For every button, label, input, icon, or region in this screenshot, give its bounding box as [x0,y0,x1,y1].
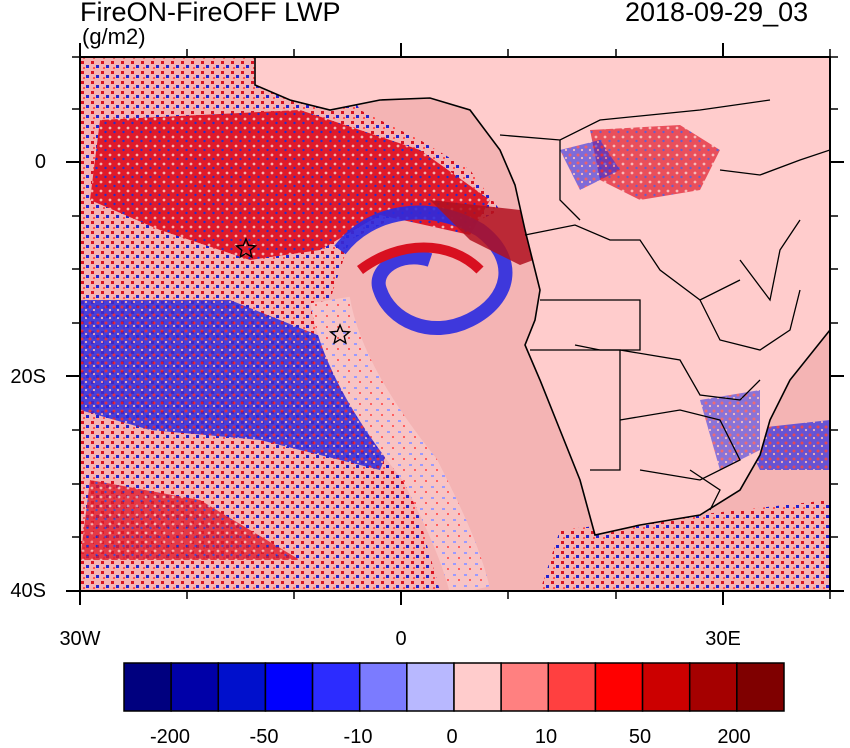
colorbar-swatch [170,662,220,712]
plot-frame [79,56,831,592]
colorbar-label: -50 [249,726,279,748]
lat-label-20s: 20S [10,366,46,388]
colorbar-label: 0 [446,726,458,748]
colorbar-swatch [641,662,691,712]
lon-major-ticks [79,43,724,605]
lat-major-ticks [66,161,844,592]
eastern-southern-field [540,500,830,591]
swirl-red [357,242,484,275]
central-africa-negative [560,140,620,190]
southern-positive-band [80,480,300,560]
colorbar-swatch [594,662,644,712]
lon-minor-ticks [186,49,831,599]
colorbar-label: 10 [534,726,558,748]
colorbar-swatch [500,662,550,712]
colorbar-swatch [406,662,455,712]
lat-label-0: 0 [34,151,46,173]
star-marker-1 [234,237,258,259]
lat-minor-ticks [72,56,838,538]
colorbar-swatch [264,662,314,712]
colorbar [123,662,785,712]
colorbar-swatch [736,662,785,712]
colorbar-swatch [217,662,267,712]
colorbar-swatch [358,662,408,712]
lat-label-40s: 40S [10,580,46,602]
negative-cloud-band [80,300,400,470]
star-marker-2 [328,323,352,345]
lon-label-30e: 30E [705,628,741,650]
units-label: (g/m2) [82,24,146,49]
map-title: FireON-FireOFF LWP [80,0,341,27]
map-timestamp: 2018-09-29_03 [625,0,809,27]
colorbar-swatch [311,662,361,712]
colorbar-label: 50 [628,726,652,748]
swirl-light [310,296,490,591]
country-borders [499,99,830,511]
colorbar-swatch [688,662,738,712]
colorbar-swatch [123,662,172,712]
colorbar-swatch [547,662,597,712]
central-africa-positive [590,125,720,200]
colorbar-swatch [453,662,502,712]
colorbar-label: -10 [343,726,373,748]
lwp-difference-field [80,57,830,591]
lon-label-0: 0 [395,628,407,650]
colorbar-label: -200 [149,726,191,748]
swirl-blue [334,205,513,335]
southeast-africa-negative [700,390,760,470]
colorbar-label: 200 [717,726,751,748]
positive-cloud-band [90,110,490,260]
coastal-positive-patch [430,200,560,265]
lon-label-30w: 30W [59,628,101,650]
